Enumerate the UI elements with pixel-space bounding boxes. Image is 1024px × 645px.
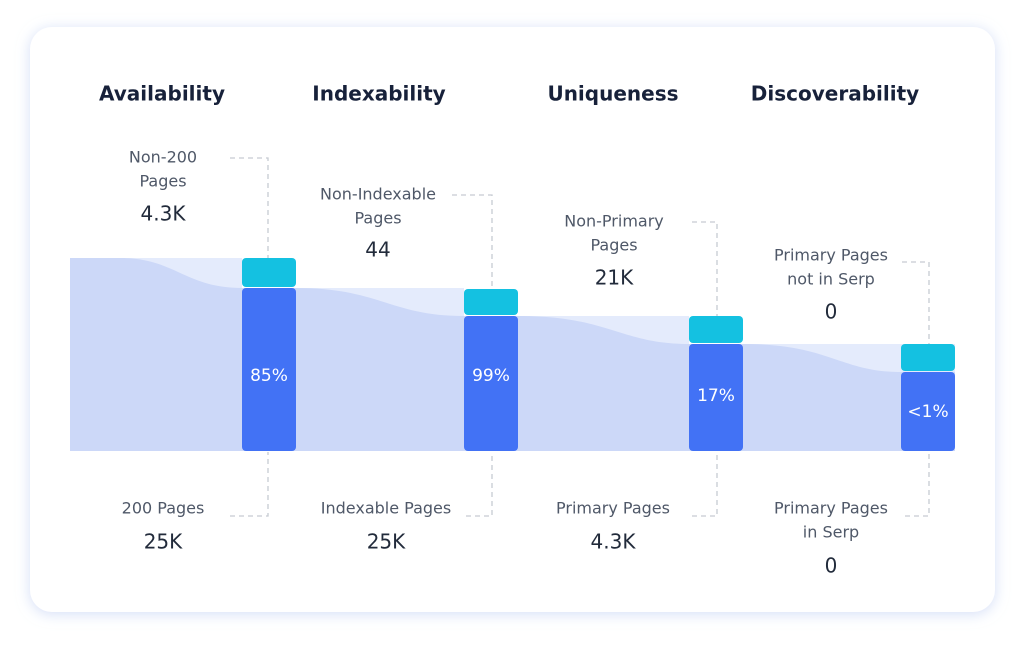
bottom-value: 25K — [144, 530, 183, 554]
top-label: Non-Indexable — [320, 185, 436, 204]
bottom-label: in Serp — [803, 523, 859, 542]
top-value: 21K — [595, 266, 634, 290]
top-value: 4.3K — [141, 202, 187, 226]
main-bar — [464, 316, 518, 451]
connector — [692, 452, 718, 517]
cap-bar — [901, 344, 955, 371]
stage-title: Indexability — [312, 82, 445, 106]
percent-label: 99% — [472, 366, 510, 386]
connector — [230, 157, 269, 258]
stage-title: Uniqueness — [547, 82, 678, 106]
connector — [452, 194, 493, 289]
percent-label: <1% — [907, 402, 948, 422]
stage-title: Availability — [99, 82, 225, 106]
top-label: Primary Pages — [774, 246, 888, 265]
main-bar — [242, 288, 296, 451]
bottom-label: Primary Pages — [774, 499, 888, 518]
bottom-label: Primary Pages — [556, 499, 670, 518]
connector — [902, 261, 930, 344]
top-label: Pages — [354, 209, 401, 228]
top-label: Non-Primary — [564, 212, 664, 231]
cap-bar — [464, 289, 518, 315]
cap-bar — [689, 316, 743, 343]
percent-label: 85% — [250, 366, 288, 386]
connector — [230, 452, 269, 517]
bottom-value: 0 — [825, 554, 838, 578]
bottom-label: Indexable Pages — [321, 499, 451, 518]
bottom-value: 25K — [367, 530, 406, 554]
bottom-label: 200 Pages — [122, 499, 205, 518]
top-label: Non-200 — [129, 148, 197, 167]
cap-bar — [242, 258, 296, 287]
bottom-value: 4.3K — [591, 530, 637, 554]
percent-label: 17% — [697, 386, 735, 406]
top-value: 44 — [365, 238, 390, 262]
top-value: 0 — [825, 300, 838, 324]
main-bar — [689, 344, 743, 451]
top-label: not in Serp — [787, 270, 875, 289]
main-bar — [901, 372, 955, 451]
top-label: Pages — [139, 172, 186, 191]
connector — [905, 452, 930, 517]
stage-title: Discoverability — [751, 82, 919, 106]
top-label: Pages — [590, 236, 637, 255]
